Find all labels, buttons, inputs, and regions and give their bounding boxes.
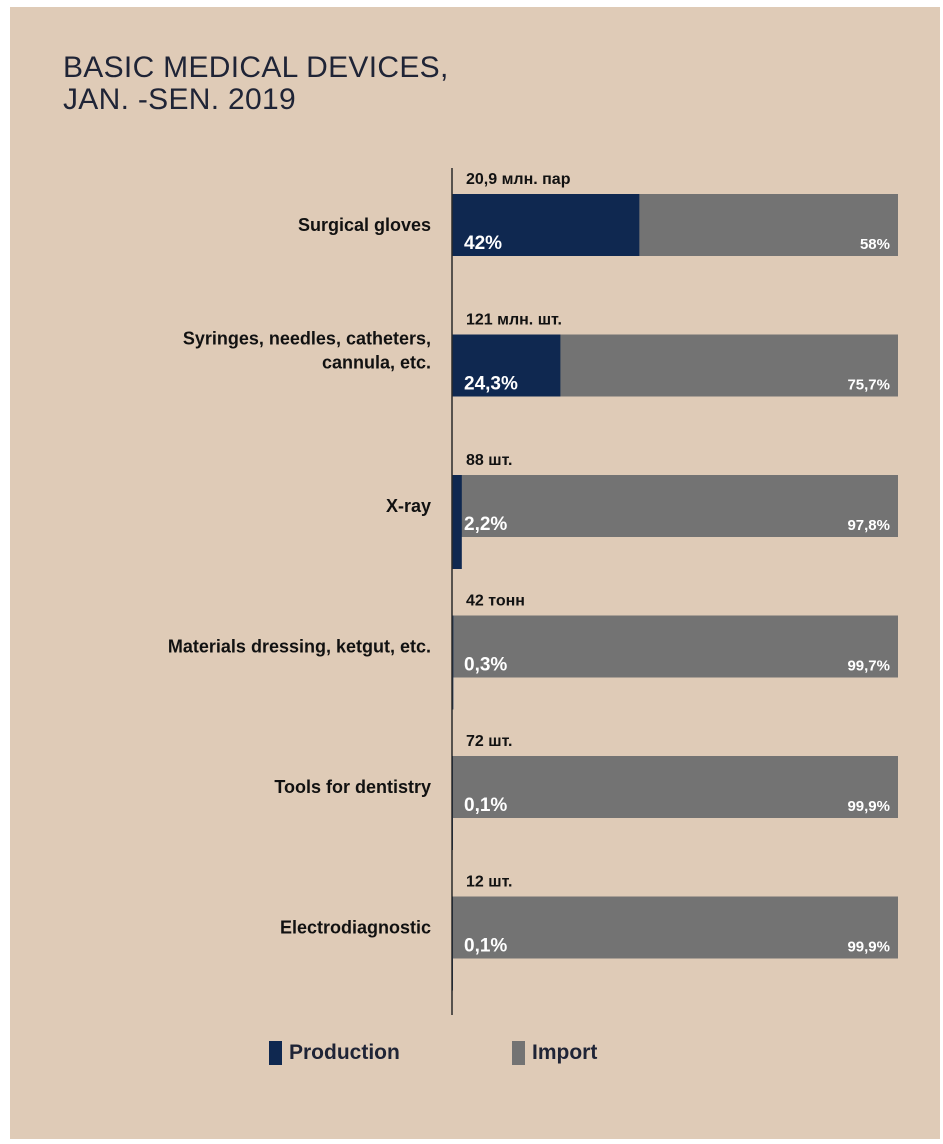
legend-label-import: Import [532,1041,598,1064]
chart-title: BASIC MEDICAL DEVICES, JAN. -SEN. 2019 [63,52,449,116]
legend-label-production: Production [289,1041,400,1064]
import-percent-label: 97,8% [847,517,890,534]
legend-swatch-import [512,1041,525,1065]
volume-label: 72 шт. [466,733,512,750]
production-percent-label: 0,1% [464,936,507,957]
bar-import [452,615,898,678]
category-label: Syringes, needles, catheters, [183,329,431,349]
category-label: Materials dressing, ketgut, etc. [168,637,431,657]
bar-import [452,756,898,818]
production-percent-label: 0,1% [464,795,507,816]
legend-item-production: Production [269,1040,400,1066]
import-percent-label: 99,9% [847,798,890,815]
legend-swatch-production [269,1041,282,1065]
category-label: X-ray [386,496,431,516]
volume-label: 12 шт. [466,874,512,891]
volume-label: 121 млн. шт. [466,312,562,329]
chart-title-line-2: JAN. -SEN. 2019 [63,83,296,116]
import-percent-label: 58% [860,236,890,253]
import-percent-label: 99,7% [847,658,890,675]
production-percent-label: 24,3% [464,374,518,395]
legend-item-import: Import [512,1040,597,1066]
bar-production [452,194,640,256]
category-label: Surgical gloves [298,215,431,235]
volume-label: 88 шт. [466,452,512,469]
bar-production [452,334,561,397]
production-percent-label: 0,3% [464,655,507,676]
production-percent-label: 42% [464,233,502,254]
import-percent-label: 75,7% [847,377,890,394]
volume-label: 20,9 млн. пар [466,171,571,188]
category-label: Electrodiagnostic [280,918,431,938]
volume-label: 42 тонн [466,593,525,610]
chart-title-line-1: BASIC MEDICAL DEVICES, [63,51,449,84]
category-label: cannula, etc. [322,353,431,373]
import-percent-label: 99,9% [847,939,890,956]
bar-production [452,475,462,569]
bar-import [452,475,898,537]
category-label: Tools for dentistry [274,777,431,797]
bar-import [452,896,898,959]
production-percent-label: 2,2% [464,514,507,535]
